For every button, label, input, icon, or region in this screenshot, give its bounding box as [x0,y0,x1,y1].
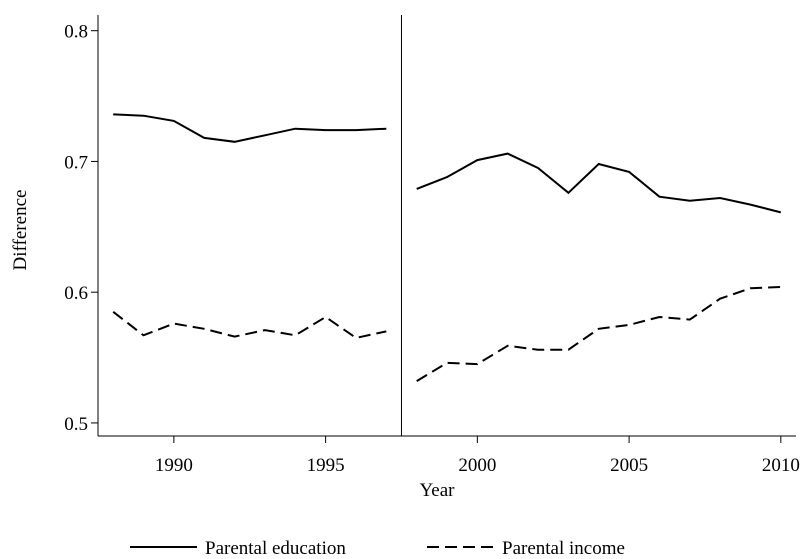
legend-label: Parental income [502,538,625,559]
x-tick-label: 1990 [155,455,193,476]
x-tick-label: 2010 [762,455,800,476]
series-line [112,286,781,382]
x-tick-label: 2000 [458,455,496,476]
series-line [113,113,782,214]
x-tick-label: 1995 [307,455,345,476]
legend-label: Parental education [205,538,346,559]
y-tick-label: 0.8 [64,22,88,43]
y-axis-label: Difference [10,190,31,271]
y-tick-label: 0.5 [64,414,88,435]
x-tick-label: 2005 [610,455,648,476]
y-tick-label: 0.7 [64,152,88,173]
y-tick-label: 0.6 [64,283,88,304]
x-axis-label: Year [419,480,455,501]
